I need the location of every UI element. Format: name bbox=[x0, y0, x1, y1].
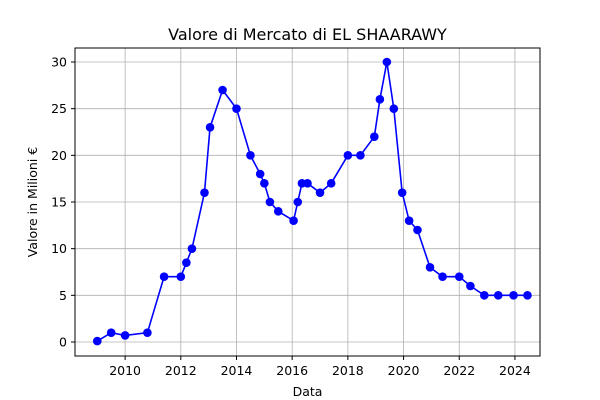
y-axis: 0 5 10 15 20 25 30 bbox=[51, 55, 75, 350]
data-point bbox=[120, 331, 130, 340]
y-tick-label: 20 bbox=[51, 148, 67, 163]
data-point bbox=[397, 188, 407, 197]
data-point bbox=[255, 169, 265, 179]
data-point bbox=[218, 85, 227, 95]
data-point bbox=[246, 151, 255, 160]
data-point bbox=[466, 281, 475, 291]
y-tick-label: 30 bbox=[51, 55, 67, 70]
data-point bbox=[480, 291, 489, 300]
data-point bbox=[143, 328, 152, 337]
data-point bbox=[523, 291, 532, 300]
data-point bbox=[493, 291, 503, 300]
data-point bbox=[187, 244, 197, 253]
data-point bbox=[106, 328, 116, 337]
data-point bbox=[438, 272, 447, 281]
x-tick-label: 2010 bbox=[109, 363, 141, 378]
data-point bbox=[509, 291, 518, 300]
grid-lines bbox=[75, 48, 540, 356]
y-tick-label: 5 bbox=[59, 288, 67, 303]
x-tick-label: 2024 bbox=[499, 363, 531, 378]
x-tick-label: 2016 bbox=[276, 363, 308, 378]
y-tick-label: 0 bbox=[59, 335, 67, 350]
data-point bbox=[343, 151, 353, 160]
data-point bbox=[232, 104, 241, 113]
x-tick-label: 2012 bbox=[165, 363, 197, 378]
data-point bbox=[303, 179, 312, 188]
data-point bbox=[382, 57, 392, 67]
data-point bbox=[182, 258, 191, 267]
y-axis-label: Valore in Milioni € bbox=[25, 147, 40, 257]
data-point bbox=[454, 272, 464, 281]
data-point bbox=[205, 123, 215, 132]
data-point bbox=[356, 151, 365, 160]
data-point bbox=[265, 197, 275, 207]
series-markers bbox=[92, 57, 532, 346]
data-point bbox=[176, 272, 186, 281]
data-point bbox=[315, 188, 325, 197]
x-tick-label: 2014 bbox=[221, 363, 253, 378]
data-point bbox=[375, 95, 385, 104]
series-line bbox=[96, 61, 528, 342]
data-point bbox=[293, 197, 303, 207]
data-point bbox=[273, 207, 283, 216]
x-tick-label: 2020 bbox=[388, 363, 420, 378]
data-point bbox=[200, 188, 209, 197]
data-point bbox=[370, 132, 379, 141]
x-tick-label: 2018 bbox=[332, 363, 364, 378]
data-point bbox=[159, 272, 169, 281]
y-tick-label: 10 bbox=[51, 241, 67, 256]
data-point bbox=[260, 179, 269, 188]
data-point bbox=[425, 263, 435, 272]
data-point bbox=[326, 179, 336, 188]
data-point bbox=[92, 336, 102, 346]
y-tick-label: 15 bbox=[51, 195, 67, 210]
chart-title: Valore di Mercato di EL SHAARAWY bbox=[168, 25, 447, 44]
y-tick-label: 25 bbox=[51, 101, 67, 116]
data-point bbox=[413, 225, 422, 235]
x-tick-label: 2022 bbox=[443, 363, 475, 378]
data-point bbox=[404, 216, 414, 225]
x-axis: 2010 2012 2014 2016 2018 2020 2022 2024 bbox=[109, 356, 531, 378]
x-axis-label: Data bbox=[293, 384, 323, 399]
data-point bbox=[389, 104, 399, 113]
data-point bbox=[289, 216, 298, 225]
